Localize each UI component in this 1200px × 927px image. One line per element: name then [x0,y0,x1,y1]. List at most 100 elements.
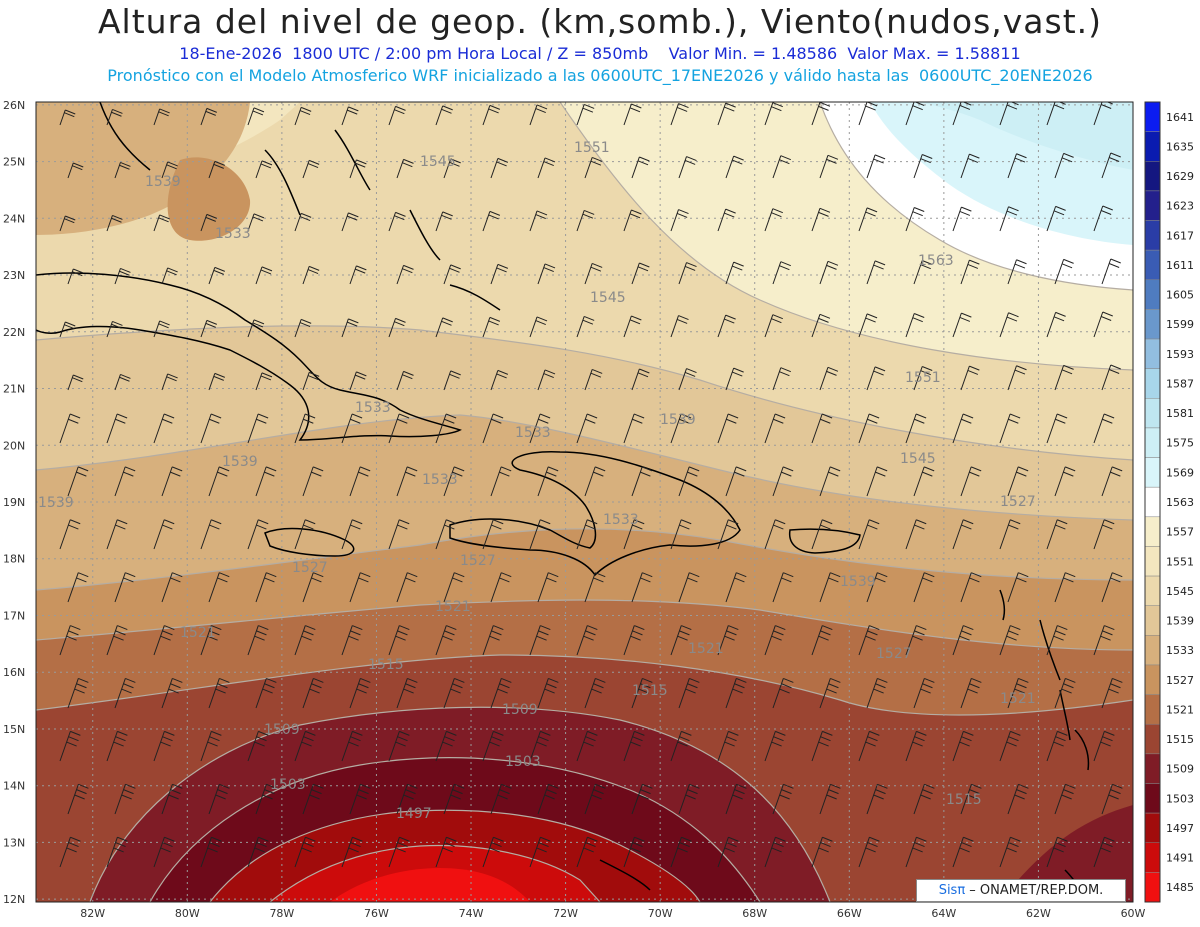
wind-barb-feather [1110,152,1121,158]
wind-barb-feather [912,741,923,747]
wind-barb [302,160,310,179]
wind-barb-feather [214,372,225,378]
wind-barb [631,784,643,815]
wind-barb-feather [961,206,972,212]
wind-barb [388,731,400,762]
wind-barb-feather [254,635,265,641]
wind-barb [67,162,74,179]
wind-barb-feather [395,635,406,641]
wind-barb-feather [1018,572,1029,578]
contour-label: 1521 [1000,691,1036,707]
wind-barb-feather [450,264,461,270]
wind-barb [396,678,408,709]
wind-barb-feather [489,210,501,216]
wind-barb [200,519,212,550]
wind-barb [1007,572,1019,603]
wind-barb-feather [632,524,643,530]
wind-barb-feather [497,263,509,269]
wind-barb [905,207,915,232]
wind-barb [670,731,682,762]
wind-barb-feather [215,688,226,694]
colorbar-label: 1551 [1166,555,1194,568]
wind-barb-feather [830,783,841,789]
wind-barb-feather [356,371,367,377]
wind-barb [208,373,216,391]
wind-barb-feather [219,783,230,789]
wind-barb-feather [775,730,786,736]
wind-barb-feather [725,208,736,214]
wind-barb-feather [356,265,367,271]
wind-barb-feather [352,519,363,525]
wind-barb [717,314,727,338]
wind-barb [866,466,878,497]
wind-barb-feather [877,572,888,578]
wind-barb-feather [536,741,547,747]
wind-barb [811,837,823,868]
wind-barb-feather [820,736,831,742]
wind-barb-feather [264,471,275,477]
wind-barb-feather [1010,102,1019,106]
wind-barb-feather [313,783,324,789]
wind-barb-feather [595,466,606,472]
wind-barb [341,837,353,868]
wind-barb-feather [266,783,277,789]
wind-barb-feather [818,741,829,747]
wind-barb [153,214,161,232]
wind-barb-feather [395,211,406,217]
credit-org: – ONAMET/REP.DOM. [965,883,1104,898]
wind-barb-feather [399,625,410,631]
wind-barb-feather [538,418,549,424]
wind-barb [1007,365,1017,391]
lat-label: 15N [3,723,25,736]
wind-barb-feather [590,372,602,378]
wind-barb-feather [256,736,267,742]
wind-barb-feather [544,369,556,375]
wind-barb-feather [685,794,696,800]
wind-barb-feather [592,262,603,268]
wind-barb-feather [350,736,361,742]
wind-barb [764,519,776,550]
contour-label: 1503 [270,777,306,793]
wind-barb-feather [117,836,128,842]
wind-barb-feather [167,373,178,379]
wind-barb-feather [548,677,559,683]
wind-barb-feather [1055,842,1066,848]
wind-barb-feather [358,471,369,477]
wind-barb [435,625,447,656]
wind-barb-feather [1100,104,1112,109]
wind-barb-feather [164,625,175,631]
wind-barb-feather [313,677,324,683]
wind-barb-feather [206,213,217,219]
wind-barb [302,372,310,391]
wind-barb-feather [630,635,641,641]
wind-barb [255,466,267,497]
wind-barb-feather [213,375,224,381]
wind-barb-feather [1110,364,1121,370]
colorbar-label: 1485 [1166,881,1194,894]
wind-barb-feather [217,471,228,477]
wind-barb-feather [73,374,84,380]
wind-barb-feather [1102,205,1113,211]
wind-barb-feather [166,270,177,276]
wind-barb [717,519,729,550]
wind-barb-feather [72,271,83,277]
wind-barb [866,366,876,391]
wind-barb-feather [826,264,837,270]
wind-barb-feather [395,317,406,323]
wind-barb-feather [959,316,971,322]
wind-barb-feather [299,110,311,116]
wind-barb [960,784,972,815]
colorbar-swatch [1144,457,1161,488]
wind-barb-feather [924,572,935,578]
contour-label: 1515 [946,792,982,808]
lat-label: 13N [3,836,25,849]
wind-barb-feather [866,313,878,319]
wind-barb-feather [1061,688,1072,694]
wind-barb-feather [820,418,831,424]
wind-barb-feather [1018,677,1029,683]
wind-barb [1093,731,1105,762]
wind-barb-feather [1053,104,1065,110]
wind-barb-feather [725,314,736,320]
wind-barb-feather [820,842,831,848]
wind-barb-feather [826,688,837,694]
